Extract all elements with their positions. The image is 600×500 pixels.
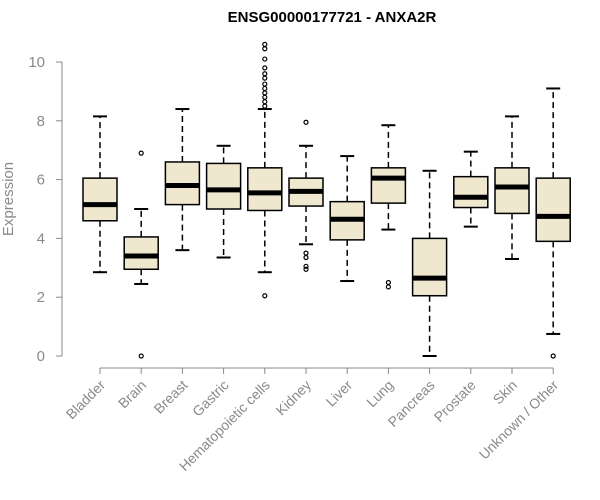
boxes: [82, 41, 571, 359]
outlier-point: [262, 90, 268, 96]
x-tick-label: Lung: [363, 377, 396, 410]
iqr-box: [82, 177, 118, 222]
x-tick-label: Skin: [490, 377, 521, 408]
y-axis-label: Expression: [0, 162, 17, 236]
y-tick-label: 10: [28, 54, 45, 71]
outlier-point: [262, 56, 268, 62]
box-group: [329, 155, 365, 283]
y-tick-label: 2: [37, 289, 45, 306]
outlier-point: [262, 75, 268, 81]
x-tick-label: Liver: [323, 377, 356, 410]
iqr-box: [453, 175, 489, 209]
outlier-point: [262, 41, 268, 47]
box-group: [535, 87, 571, 359]
box-group: [82, 115, 118, 274]
outlier-point: [262, 65, 268, 71]
x-tick-label: Breast: [151, 377, 191, 417]
iqr-box: [411, 237, 448, 297]
y-tick-label: 8: [37, 113, 45, 130]
box-group: [123, 150, 159, 359]
box-group: [288, 119, 324, 272]
outlier-point: [262, 103, 268, 109]
outlier-point: [303, 250, 309, 256]
outlier-point: [262, 71, 268, 77]
outlier-point: [262, 46, 268, 52]
box-group: [453, 150, 489, 228]
iqr-box: [494, 167, 530, 215]
y-axis: 0 2 4 6 8 10: [28, 54, 63, 365]
outlier-point: [303, 119, 309, 125]
outlier-point: [550, 353, 556, 359]
box-group: [494, 115, 530, 260]
box-group: [164, 108, 201, 252]
box-group: [370, 124, 407, 290]
x-tick-label: Kidney: [273, 377, 315, 419]
outlier-point: [303, 263, 309, 269]
outlier-point: [138, 150, 144, 156]
outlier-point: [262, 99, 268, 105]
y-tick-label: 0: [37, 348, 45, 365]
box-group: [411, 169, 448, 357]
outlier-point: [262, 81, 268, 87]
outlier-point: [303, 266, 309, 272]
chart-title: ENSG00000177721 - ANXA2R: [228, 9, 437, 26]
box-group: [205, 144, 242, 259]
iqr-box: [535, 177, 571, 243]
iqr-box: [247, 167, 283, 212]
y-tick-label: 4: [37, 230, 45, 247]
outlier-point: [262, 293, 268, 299]
outlier-point: [138, 353, 144, 359]
box-group: [247, 41, 283, 299]
x-tick-label: Prostate: [431, 377, 479, 425]
iqr-box: [123, 236, 159, 271]
outlier-point: [385, 279, 391, 286]
outlier-point: [303, 254, 309, 261]
outlier-point: [262, 85, 268, 92]
x-tick-label: Brain: [115, 377, 149, 411]
x-tick-label: Bladder: [63, 377, 109, 423]
outlier-point: [262, 94, 268, 100]
y-tick-label: 6: [37, 172, 45, 189]
outlier-point: [385, 284, 391, 290]
iqr-box: [370, 167, 407, 204]
iqr-box: [205, 162, 242, 210]
